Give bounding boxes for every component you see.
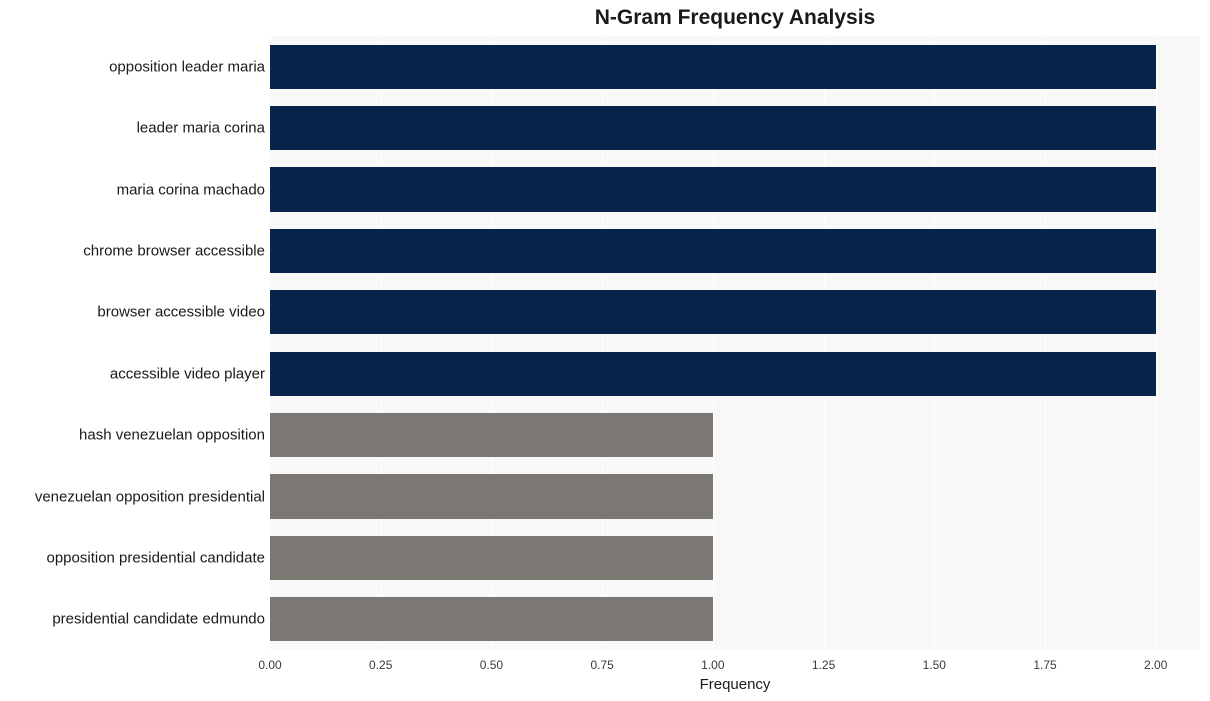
bar xyxy=(270,536,713,580)
y-axis-label: hash venezuelan opposition xyxy=(0,427,265,444)
bar xyxy=(270,45,1156,89)
y-axis-label: chrome browser accessible xyxy=(0,242,265,259)
plot-area xyxy=(270,36,1200,650)
x-axis-tick: 1.00 xyxy=(701,658,724,672)
y-axis-label: maria corina machado xyxy=(0,181,265,198)
x-axis-tick: 0.75 xyxy=(590,658,613,672)
bar xyxy=(270,106,1156,150)
y-axis-label: opposition leader maria xyxy=(0,58,265,75)
x-axis-tick: 0.00 xyxy=(258,658,281,672)
bar xyxy=(270,352,1156,396)
x-axis-tick: 1.50 xyxy=(923,658,946,672)
ngram-bar-chart: N-Gram Frequency Analysis opposition lea… xyxy=(0,0,1210,701)
x-axis-tick: 1.25 xyxy=(812,658,835,672)
gridline xyxy=(1156,36,1157,650)
chart-title: N-Gram Frequency Analysis xyxy=(270,6,1200,30)
bar xyxy=(270,229,1156,273)
y-axis-label: accessible video player xyxy=(0,365,265,382)
y-axis-label: presidential candidate edmundo xyxy=(0,611,265,628)
x-axis-tick: 0.25 xyxy=(369,658,392,672)
bar xyxy=(270,290,1156,334)
x-axis-tick-labels: 0.000.250.500.751.001.251.501.752.00 xyxy=(270,652,1200,672)
x-axis-tick: 1.75 xyxy=(1033,658,1056,672)
x-axis-tick: 2.00 xyxy=(1144,658,1167,672)
bar xyxy=(270,597,713,641)
y-axis-labels: opposition leader maria leader maria cori… xyxy=(0,36,265,650)
y-axis-label: opposition presidential candidate xyxy=(0,549,265,566)
x-axis-tick: 0.50 xyxy=(480,658,503,672)
bar xyxy=(270,474,713,518)
x-axis-title: Frequency xyxy=(270,676,1200,693)
y-axis-label: browser accessible video xyxy=(0,304,265,321)
y-axis-label: venezuelan opposition presidential xyxy=(0,488,265,505)
y-axis-label: leader maria corina xyxy=(0,120,265,137)
bar xyxy=(270,167,1156,211)
bar xyxy=(270,413,713,457)
